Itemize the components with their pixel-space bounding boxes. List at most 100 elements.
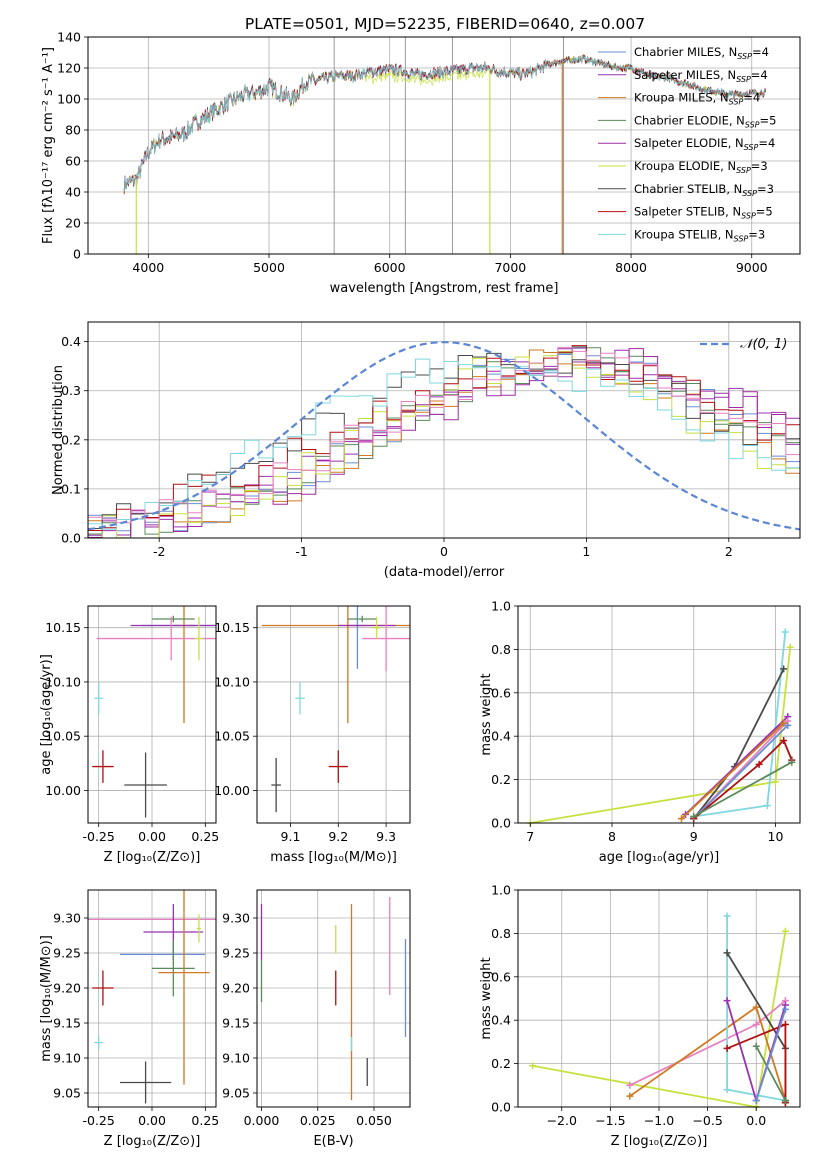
y-tick-label: 9.30: [222, 911, 250, 926]
error-bar-point: [362, 606, 410, 672]
error-bar-point: [347, 615, 377, 623]
y-tick-label: 10.00: [214, 783, 250, 798]
y-tick-label: 0.3: [61, 383, 81, 398]
x-axis-label: age [log₁₀(age/yr)]: [599, 850, 720, 865]
legend-entry: Kroupa ELODIE, NSSP=3: [634, 159, 768, 175]
y-axis-label: age [log₁₀(age/yr)]: [39, 654, 54, 775]
y-tick-label: 120: [57, 61, 81, 76]
residual-histogram: [88, 346, 800, 524]
x-tick-label: -2: [153, 544, 165, 559]
y-tick-label: 0.4: [61, 334, 81, 349]
y-axis-label: mass weight: [479, 673, 494, 755]
y-tick-label: 10.10: [214, 674, 250, 689]
spectrum-panel: 4000 5000 6000 7000 8000 9000 0 20 40 60 80 100 120 1…: [41, 30, 801, 296]
error-bar-point: [371, 616, 382, 639]
error-bar-point: [124, 752, 167, 818]
weight-marker: [626, 1081, 634, 1089]
weight-marker: [723, 949, 731, 957]
error-bar-point: [261, 606, 410, 724]
x-tick-label: 9000: [736, 260, 768, 275]
residuals-panel: -2 -1 0 1 2 0.0 0.1 0.2 0.3 0.4 (data-model)/error…: [51, 321, 801, 580]
x-tick-label: 0.00: [138, 829, 166, 844]
y-tick-label: 0.6: [491, 685, 511, 700]
x-tick-label: −1.0: [644, 1113, 674, 1128]
weight-marker: [723, 1086, 731, 1094]
y-tick-label: 1.0: [491, 883, 511, 898]
legend-entry: Kroupa MILES, NSSP=4: [634, 91, 760, 107]
weight-marker: [723, 997, 731, 1005]
x-tick-label: 0.0: [746, 1113, 766, 1128]
weight-marker: [752, 1021, 760, 1029]
y-tick-label: 9.30: [53, 911, 81, 926]
weight-marker: [780, 665, 788, 673]
y-tick-label: 9.25: [222, 946, 250, 961]
error-bar-point: [152, 940, 195, 997]
mass_vs_Z-panel: -0.25 0.00 0.25 9.05 9.10 9.15 9.20 9.25 9.30 Z […: [39, 889, 219, 1149]
weight-marker: [781, 1096, 789, 1104]
y-axis-label: Normed distribution: [51, 365, 66, 495]
error-bar-point: [158, 890, 210, 1085]
x-tick-label: 9.1: [281, 829, 301, 844]
x-tick-label: 6000: [374, 260, 406, 275]
x-tick-label: −2.0: [547, 1113, 577, 1128]
weight-series: [526, 643, 794, 827]
spectrum-line: [123, 55, 766, 192]
legend-entry: Chabrier MILES, NSSP=4: [634, 45, 769, 61]
y-axis-label: mass weight: [479, 957, 494, 1039]
weight-series: [690, 758, 796, 820]
weight-line: [693, 631, 787, 818]
y-axis-label: mass [log₁₀(M/M⊙)]: [39, 935, 54, 1062]
weight-line: [693, 761, 793, 818]
weight-series: [690, 665, 788, 823]
y-tick-label: 0.4: [491, 1013, 511, 1028]
y-tick-label: 0.2: [61, 432, 81, 447]
weight-marker: [784, 721, 792, 729]
weight-series: [752, 1042, 789, 1104]
weight-marker: [780, 719, 788, 727]
weight-line: [755, 1009, 787, 1101]
legend-entry: 𝒩(0, 1): [740, 337, 787, 352]
x-tick-label: 9.2: [328, 829, 348, 844]
y-tick-label: 0.8: [491, 926, 511, 941]
y-tick-label: 40: [65, 185, 81, 200]
x-axis-label: Z [log₁₀(Z/Z⊙)]: [104, 1134, 201, 1149]
weight-marker: [752, 1042, 760, 1050]
error-bar-point: [196, 914, 202, 943]
x-axis-label: wavelength [Angstrom, rest frame]: [330, 281, 559, 296]
y-tick-label: 9.15: [53, 1016, 81, 1031]
x-tick-label: 8: [608, 829, 616, 844]
error-bar-point: [295, 681, 305, 715]
y-tick-label: 0.8: [491, 642, 511, 657]
axes-frame: [517, 605, 801, 824]
legend-entry: Salpeter MILES, NSSP=4: [634, 68, 768, 84]
weight-marker: [786, 643, 794, 651]
y-tick-label: 0.1: [61, 481, 81, 496]
x-tick-label: 9: [690, 829, 698, 844]
spectrum-legend: Chabrier MILES, NSSP=4 Salpeter MILES, NS…: [598, 45, 776, 243]
y-tick-label: 80: [65, 123, 81, 138]
y-tick-label: 0.0: [61, 531, 81, 546]
x-tick-label: 0.25: [191, 829, 219, 844]
weight-line: [680, 722, 785, 820]
x-tick-label: 8000: [615, 260, 647, 275]
y-tick-label: 9.10: [222, 1051, 250, 1066]
normal-curve: [87, 341, 801, 531]
x-axis-label: (data-model)/error: [384, 565, 505, 580]
weight-marker: [752, 1003, 760, 1011]
residual-histogram: [88, 358, 800, 530]
y-tick-label: 9.15: [222, 1016, 250, 1031]
y-tick-label: 10.15: [45, 620, 81, 635]
x-tick-label: 0.25: [191, 1113, 219, 1128]
axes-frame: [256, 605, 411, 824]
legend-entry: Salpeter ELODIE, NSSP=4: [634, 136, 775, 152]
weight-marker: [723, 912, 731, 920]
weight-series: [677, 719, 788, 823]
x-tick-label: 9.3: [376, 829, 396, 844]
y-tick-label: 9.25: [53, 946, 81, 961]
y-tick-label: 9.05: [53, 1086, 81, 1101]
axes-frame: [87, 36, 801, 255]
y-tick-label: 10.15: [214, 620, 250, 635]
weight_vs_Z-panel: −2.0 −1.5 −1.0 −0.5 0.0 0.0 0.2 0.4 0.6 0.8 1.0 Z […: [479, 883, 801, 1149]
error-bar-point: [173, 606, 195, 724]
